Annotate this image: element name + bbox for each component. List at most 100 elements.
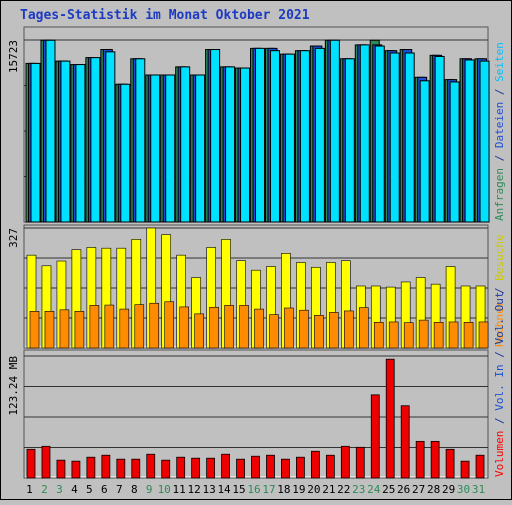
legend-item: Anfragen bbox=[493, 168, 506, 221]
legend-bottom: Volumen / Vol. In / Vol. Out bbox=[493, 292, 506, 477]
bar-volumen bbox=[176, 456, 186, 479]
day-label: 25 bbox=[382, 483, 395, 496]
day-label: 31 bbox=[472, 483, 485, 496]
bar-rechner bbox=[44, 311, 55, 349]
bar-volumen bbox=[400, 405, 410, 479]
legend-item: / bbox=[493, 345, 506, 365]
bar-rechner bbox=[329, 312, 339, 349]
bar-seiten bbox=[374, 45, 385, 223]
bar-seiten bbox=[284, 53, 295, 223]
bar-volumen bbox=[281, 458, 290, 479]
bar-seiten bbox=[389, 52, 400, 223]
day-label: 10 bbox=[158, 483, 171, 496]
bar-rechner bbox=[344, 310, 354, 349]
bar-seiten bbox=[165, 74, 176, 223]
bar-seiten bbox=[225, 66, 236, 223]
bar-volumen bbox=[191, 457, 201, 479]
bar-rechner bbox=[418, 319, 429, 349]
bar-volumen bbox=[415, 440, 425, 479]
day-label: 30 bbox=[457, 483, 470, 496]
legend-item: / bbox=[493, 281, 506, 301]
bar-rechner bbox=[433, 322, 444, 349]
day-label: 14 bbox=[217, 483, 231, 496]
bar-seiten bbox=[479, 60, 490, 223]
bar-rechner bbox=[179, 306, 189, 349]
day-label: 15 bbox=[232, 483, 245, 496]
bar-volumen bbox=[355, 446, 365, 479]
bar-volumen bbox=[71, 460, 81, 479]
bar-seiten bbox=[195, 74, 206, 223]
panel-middle: 327 Rechner / Besuche bbox=[7, 224, 506, 349]
day-label: 17 bbox=[262, 483, 275, 496]
bar-volumen bbox=[460, 460, 470, 479]
bar-volumen bbox=[146, 453, 156, 479]
legend-middle: Rechner / Besuche bbox=[493, 234, 506, 347]
day-labels: 1 2 3 4 5 6 7 8 9 10 11 12 13 14 15 16 17 18 19 20 21 22 23 24 2… bbox=[26, 483, 485, 496]
bar-seiten bbox=[269, 50, 280, 223]
day-label: 20 bbox=[307, 483, 320, 496]
bar-seiten bbox=[90, 57, 101, 223]
day-label: 13 bbox=[202, 483, 215, 496]
bar-seiten bbox=[150, 74, 161, 223]
bar-seiten bbox=[135, 58, 146, 223]
day-label: 23 bbox=[352, 483, 365, 496]
legend-item: Vol. In bbox=[493, 364, 506, 410]
bar-rechner bbox=[149, 302, 160, 349]
bar-volumen bbox=[86, 456, 96, 479]
legend-item: Volumen bbox=[493, 431, 506, 477]
legend-item: Besuche bbox=[493, 234, 506, 280]
bar-volumen bbox=[340, 445, 350, 479]
bar-volumen bbox=[251, 455, 260, 479]
y-tick-label-middle: 327 bbox=[7, 228, 20, 248]
bar-volumen bbox=[385, 358, 395, 479]
panel-bottom: 123.24 MB Volumen / Vol. In / Vol. Out bbox=[7, 292, 506, 479]
day-label: 22 bbox=[337, 483, 350, 496]
day-label: 24 bbox=[367, 483, 381, 496]
bar-seiten bbox=[314, 47, 325, 223]
bar-volumen bbox=[116, 458, 126, 479]
bar-seiten bbox=[60, 60, 71, 223]
bar-rechner bbox=[104, 304, 115, 349]
bar-seiten bbox=[464, 59, 475, 223]
panel-top: 15723 Anfragen / Dateien / Seiten bbox=[7, 26, 506, 223]
day-label: 29 bbox=[442, 483, 455, 496]
bar-seiten bbox=[419, 80, 430, 223]
bar-seiten bbox=[329, 39, 340, 223]
bar-volumen bbox=[475, 454, 485, 479]
legend-item: / bbox=[493, 148, 506, 168]
bar-rechner bbox=[314, 315, 324, 349]
bar-rechner bbox=[59, 309, 70, 349]
bar-volumen bbox=[325, 454, 335, 479]
bar-volumen bbox=[296, 456, 305, 479]
bar-volumen bbox=[266, 454, 275, 479]
bar-volumen bbox=[370, 394, 380, 479]
day-label: 28 bbox=[427, 483, 440, 496]
day-label: 4 bbox=[71, 483, 78, 496]
bar-seiten bbox=[434, 55, 445, 223]
y-tick-label-bottom: 123.24 MB bbox=[7, 356, 20, 416]
bar-rechner bbox=[299, 309, 309, 349]
legend-item: Rechner bbox=[493, 300, 506, 347]
bar-rechner bbox=[239, 305, 249, 349]
y-tick-label-top: 15723 bbox=[7, 40, 20, 73]
bar-volumen bbox=[161, 459, 171, 479]
bar-volumen bbox=[41, 445, 51, 479]
bar-seiten bbox=[359, 44, 370, 223]
bar-volumen bbox=[26, 448, 36, 479]
legend-item: Dateien bbox=[493, 102, 506, 148]
bar-volumen bbox=[445, 448, 455, 479]
bar-volumen bbox=[430, 440, 440, 479]
bar-rechner bbox=[373, 322, 384, 349]
bar-volumen bbox=[310, 450, 320, 479]
legend-item: Vol. Out bbox=[493, 292, 506, 345]
bar-rechner bbox=[254, 308, 264, 349]
bar-seiten bbox=[255, 47, 266, 223]
bar-rechner bbox=[134, 304, 145, 349]
bar-seiten bbox=[45, 39, 56, 223]
bar-rechner bbox=[358, 307, 369, 349]
legend-item: / bbox=[493, 411, 506, 431]
legend-item: Seiten bbox=[493, 42, 506, 82]
panels-layer: 15723 Anfragen / Dateien / Seiten 327 Rechn… bbox=[7, 26, 506, 479]
bar-rechner bbox=[74, 311, 85, 349]
